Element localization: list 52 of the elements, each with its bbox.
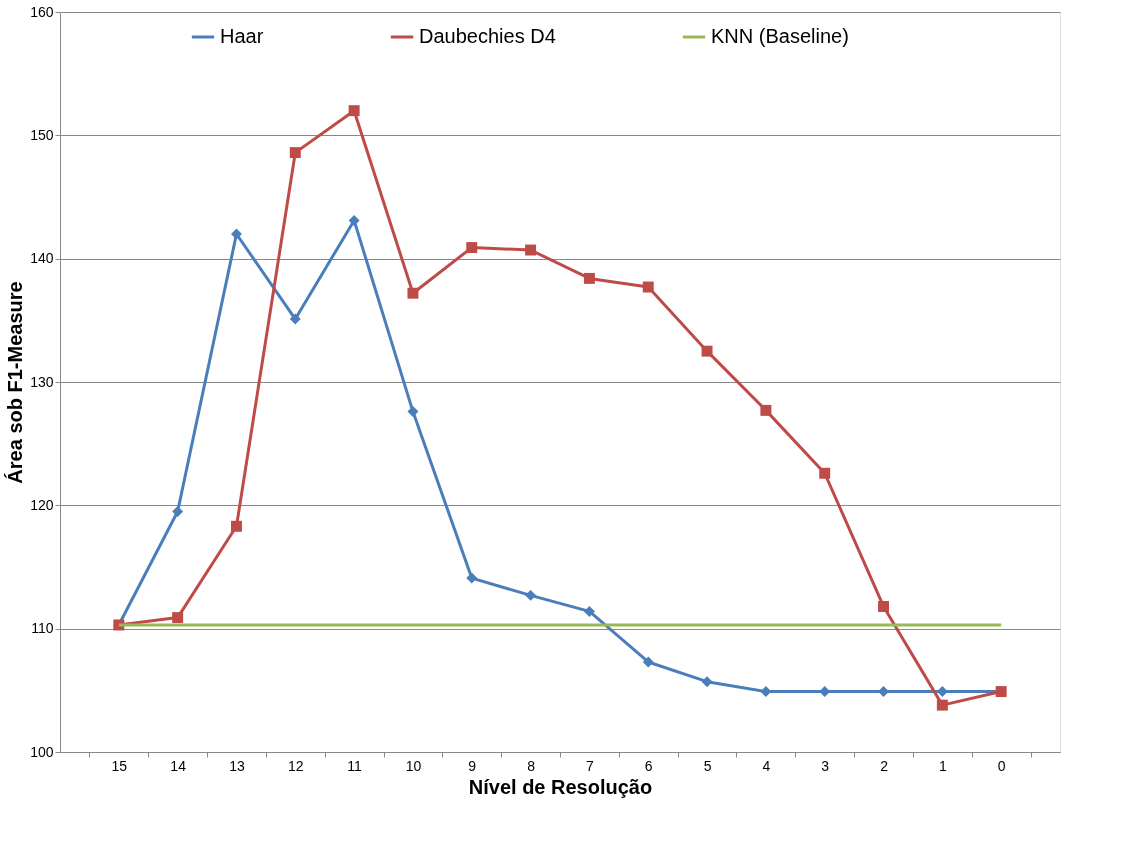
point [407, 287, 419, 299]
point [348, 214, 360, 226]
point [407, 406, 419, 418]
x-tick-label: 7 [586, 757, 595, 774]
legend-label: Haar [220, 25, 264, 47]
point [642, 656, 654, 668]
point [819, 467, 831, 479]
x-tick-label: 8 [527, 757, 536, 774]
y-tick-label: 140 [30, 250, 54, 267]
x-axis-title: Nível de Resolução [468, 775, 653, 798]
point [525, 589, 537, 601]
legend-label: Daubechies D4 [419, 25, 556, 47]
x-tick-label: 5 [703, 757, 712, 774]
x-tick-label: 3 [821, 757, 830, 774]
point [466, 242, 478, 254]
point [525, 244, 537, 256]
x-tick-label: 4 [762, 757, 771, 774]
y-tick-label: 130 [30, 373, 54, 390]
point [760, 404, 772, 416]
y-axis-title: Área sob F1-Measure [4, 281, 27, 484]
y-tick-label: 150 [30, 126, 54, 143]
point [289, 147, 301, 159]
legend-label: KNN (Baseline) [711, 25, 849, 47]
x-tick-label: 13 [229, 757, 245, 774]
point [936, 699, 948, 711]
point [583, 605, 595, 617]
y-tick-label: 100 [30, 743, 54, 760]
point [701, 676, 713, 688]
point [289, 313, 301, 325]
x-tick-label: 10 [405, 757, 422, 774]
x-tick-label: 1 [938, 757, 947, 774]
y-tick-label: 120 [30, 496, 54, 513]
x-tick-label: 2 [880, 757, 889, 774]
point [466, 572, 478, 584]
point [701, 345, 713, 357]
x-tick-label: 11 [347, 757, 363, 774]
point [230, 228, 242, 240]
point [348, 105, 360, 117]
y-tick-label: 160 [30, 3, 54, 20]
x-tick-label: 0 [997, 757, 1006, 774]
x-tick-label: 14 [170, 757, 187, 774]
x-tick-label: 9 [468, 757, 477, 774]
point [642, 281, 654, 293]
x-tick-label: 6 [644, 757, 653, 774]
y-tick-label: 110 [31, 620, 54, 637]
point [230, 520, 242, 532]
point [878, 600, 890, 612]
x-tick-label: 15 [111, 757, 128, 774]
point [172, 506, 184, 517]
point [583, 272, 595, 284]
point [172, 612, 184, 624]
x-tick-label: 12 [288, 757, 304, 774]
